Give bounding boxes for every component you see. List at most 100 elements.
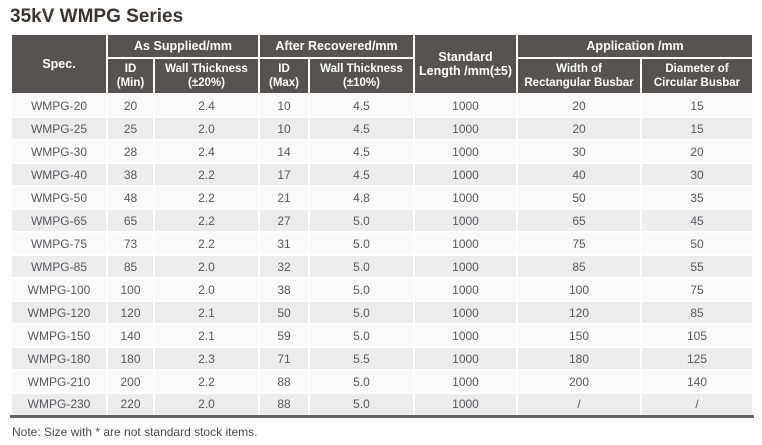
cell-dia_circ_busbar: 75 <box>640 277 755 302</box>
cell-spec: WMPG-20 <box>10 93 108 118</box>
cell-wall_thickness_20: 2.2 <box>153 162 260 187</box>
cell-standard_length: 1000 <box>413 93 519 118</box>
cell-width_rect_busbar: 30 <box>516 139 643 164</box>
cell-id_max: 88 <box>258 392 310 418</box>
header-as-supplied: As Supplied/mm <box>106 33 260 59</box>
table-row: WMPG-85 85 2.0 32 5.0 1000 85 55 <box>10 254 755 279</box>
header-width-rect-line1: Width of <box>556 62 602 75</box>
cell-standard_length: 1000 <box>413 346 519 371</box>
cell-wall_thickness_10: 4.5 <box>307 139 416 164</box>
header-spec: Spec. <box>10 33 108 95</box>
header-standard-length-line1: Standard <box>438 50 493 64</box>
cell-wall_thickness_10: 5.0 <box>307 208 416 233</box>
cell-id_min: 200 <box>106 369 155 394</box>
cell-id_min: 100 <box>106 277 155 302</box>
cell-wall_thickness_20: 2.0 <box>153 254 260 279</box>
cell-spec: WMPG-75 <box>10 231 108 256</box>
cell-standard_length: 1000 <box>413 185 519 210</box>
header-wt10-line1: Wall Thickness <box>320 62 403 75</box>
table-row: WMPG-65 65 2.2 27 5.0 1000 65 45 <box>10 208 755 233</box>
cell-id_max: 10 <box>258 116 310 141</box>
header-id-max-line2: (Max) <box>268 77 300 89</box>
cell-dia_circ_busbar: 30 <box>640 162 755 187</box>
cell-id_min: 48 <box>106 185 155 210</box>
table-row: WMPG-20 20 2.4 10 4.5 1000 20 15 <box>10 93 755 118</box>
header-id-min-line1: ID <box>124 62 137 75</box>
cell-wall_thickness_10: 5.0 <box>307 369 416 394</box>
header-wall-thickness-20: Wall Thickness (±20%) <box>153 57 260 95</box>
cell-width_rect_busbar: 65 <box>516 208 643 233</box>
cell-id_min: 140 <box>106 323 155 348</box>
cell-id_min: 220 <box>106 392 155 418</box>
cell-standard_length: 1000 <box>413 254 519 279</box>
table-row: WMPG-100 100 2.0 38 5.0 1000 100 75 <box>10 277 755 302</box>
cell-id_max: 88 <box>258 369 310 394</box>
table-row: WMPG-120 120 2.1 50 5.0 1000 120 85 <box>10 300 755 325</box>
cell-id_max: 50 <box>258 300 310 325</box>
cell-id_max: 21 <box>258 185 310 210</box>
cell-width_rect_busbar: 100 <box>516 277 643 302</box>
cell-standard_length: 1000 <box>413 162 519 187</box>
cell-width_rect_busbar: 75 <box>516 231 643 256</box>
cell-dia_circ_busbar: 85 <box>640 300 755 325</box>
table-row: WMPG-25 25 2.0 10 4.5 1000 20 15 <box>10 116 755 141</box>
cell-width_rect_busbar: 200 <box>516 369 643 394</box>
cell-spec: WMPG-100 <box>10 277 108 302</box>
cell-id_max: 31 <box>258 231 310 256</box>
cell-wall_thickness_10: 5.0 <box>307 254 416 279</box>
cell-spec: WMPG-210 <box>10 369 108 394</box>
header-id-min-line2: (Min) <box>116 77 145 89</box>
cell-id_max: 10 <box>258 93 310 118</box>
cell-wall_thickness_10: 5.0 <box>307 300 416 325</box>
header-wall-thickness-10: Wall Thickness (±10%) <box>307 57 416 95</box>
cell-dia_circ_busbar: 45 <box>640 208 755 233</box>
cell-standard_length: 1000 <box>413 231 519 256</box>
cell-spec: WMPG-40 <box>10 162 108 187</box>
cell-standard_length: 1000 <box>413 323 519 348</box>
cell-width_rect_busbar: 150 <box>516 323 643 348</box>
cell-id_min: 38 <box>106 162 155 187</box>
cell-wall_thickness_20: 2.0 <box>153 116 260 141</box>
cell-wall_thickness_10: 5.5 <box>307 346 416 371</box>
cell-standard_length: 1000 <box>413 277 519 302</box>
cell-spec: WMPG-30 <box>10 139 108 164</box>
cell-wall_thickness_10: 5.0 <box>307 392 416 418</box>
cell-wall_thickness_20: 2.2 <box>153 369 260 394</box>
cell-width_rect_busbar: / <box>516 392 643 418</box>
cell-spec: WMPG-25 <box>10 116 108 141</box>
header-wt20-line1: Wall Thickness <box>165 62 248 75</box>
cell-id_min: 20 <box>106 93 155 118</box>
cell-id_max: 27 <box>258 208 310 233</box>
cell-width_rect_busbar: 120 <box>516 300 643 325</box>
page-title: 35kV WMPG Series <box>10 6 184 27</box>
cell-id_min: 25 <box>106 116 155 141</box>
header-width-rect-line2: Rectangular Busbar <box>524 77 634 89</box>
header-id-max: ID (Max) <box>258 57 310 95</box>
cell-dia_circ_busbar: 105 <box>640 323 755 348</box>
cell-standard_length: 1000 <box>413 139 519 164</box>
cell-dia_circ_busbar: 20 <box>640 139 755 164</box>
cell-dia_circ_busbar: 55 <box>640 254 755 279</box>
cell-spec: WMPG-180 <box>10 346 108 371</box>
table-row: WMPG-210 200 2.2 88 5.0 1000 200 140 <box>10 369 755 394</box>
header-dia-circ-busbar: Diameter of Circular Busbar <box>640 57 755 95</box>
table-header: Spec. As Supplied/mm After Recovered/mm … <box>10 33 755 95</box>
cell-spec: WMPG-120 <box>10 300 108 325</box>
header-dia-circ-line1: Diameter of <box>665 62 729 75</box>
table-body: WMPG-20 20 2.4 10 4.5 1000 20 15 WMPG-25 25 2.0 10 4… <box>10 93 755 418</box>
cell-id_max: 71 <box>258 346 310 371</box>
cell-dia_circ_busbar: 125 <box>640 346 755 371</box>
cell-spec: WMPG-230 <box>10 392 108 418</box>
table-row: WMPG-75 73 2.2 31 5.0 1000 75 50 <box>10 231 755 256</box>
cell-wall_thickness_20: 2.4 <box>153 139 260 164</box>
cell-spec: WMPG-150 <box>10 323 108 348</box>
cell-dia_circ_busbar: 15 <box>640 93 755 118</box>
cell-standard_length: 1000 <box>413 369 519 394</box>
table-row: WMPG-50 48 2.2 21 4.8 1000 50 35 <box>10 185 755 210</box>
header-dia-circ-line2: Circular Busbar <box>653 77 741 89</box>
cell-id_min: 73 <box>106 231 155 256</box>
cell-id_max: 38 <box>258 277 310 302</box>
header-id-max-line1: ID <box>278 62 290 75</box>
header-standard-length-line2: Length /mm(±5) <box>419 64 512 78</box>
table-row: WMPG-40 38 2.2 17 4.5 1000 40 30 <box>10 162 755 187</box>
